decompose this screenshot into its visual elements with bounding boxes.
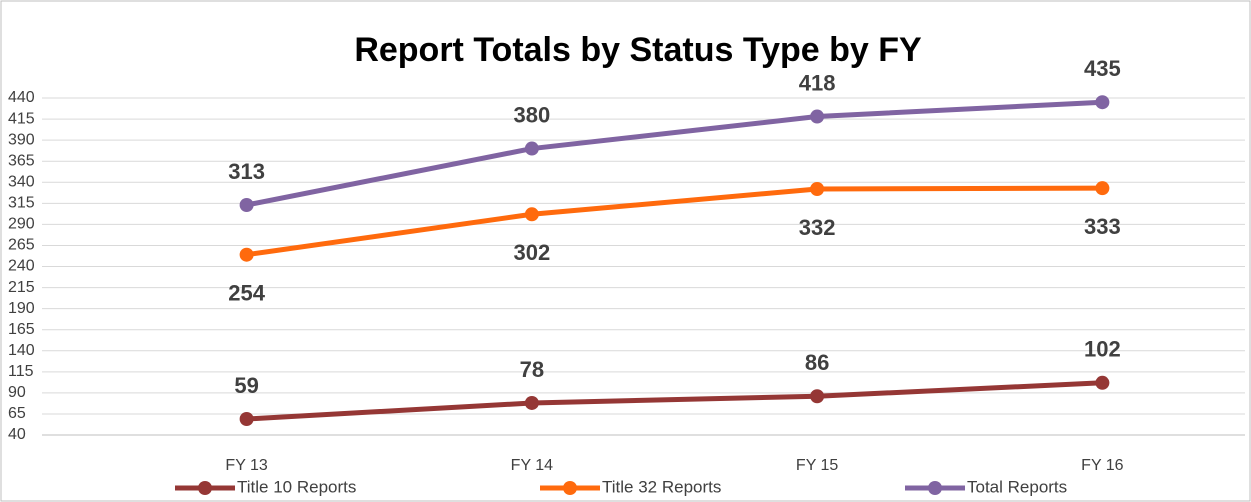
series-line (246, 185, 1103, 258)
legend-label: Title 32 Reports (602, 477, 721, 496)
y-tick-label: 390 (8, 131, 35, 148)
y-tick-label: 240 (8, 258, 35, 275)
legend-label: Title 10 Reports (237, 477, 356, 496)
x-tick-label: FY 13 (225, 457, 268, 474)
y-tick-label: 165 (8, 321, 35, 338)
point (810, 109, 825, 124)
data-label: 302 (514, 240, 551, 265)
point (1095, 375, 1110, 390)
legend-label: Total Reports (967, 477, 1067, 496)
point (239, 411, 254, 426)
y-tick-label: 40 (8, 426, 26, 443)
point (524, 141, 539, 156)
x-tick-label: FY 14 (511, 457, 554, 474)
legend-marker (563, 481, 577, 495)
data-label: 418 (799, 70, 836, 95)
data-label: 102 (1084, 337, 1121, 362)
data-label: 78 (520, 357, 544, 382)
y-tick-label: 215 (8, 279, 35, 296)
point (239, 247, 254, 262)
y-tick-label: 415 (8, 110, 35, 127)
point (810, 389, 825, 404)
data-label: 333 (1084, 214, 1121, 239)
legend-marker (198, 481, 212, 495)
point (524, 207, 539, 222)
y-tick-label: 265 (8, 237, 35, 254)
y-tick-label: 140 (8, 342, 35, 359)
x-tick-label: FY 16 (1081, 457, 1124, 474)
y-tick-label: 65 (8, 405, 26, 422)
y-tick-label: 315 (8, 195, 35, 212)
y-tick-label: 90 (8, 384, 26, 401)
y-tick-label: 365 (8, 152, 35, 169)
series-line (246, 380, 1103, 422)
data-label: 254 (228, 281, 265, 306)
y-tick-label: 340 (8, 173, 35, 190)
data-label: 332 (799, 215, 836, 240)
data-label: 380 (514, 102, 551, 127)
y-tick-label: 290 (8, 216, 35, 233)
y-tick-label: 190 (8, 300, 35, 317)
point (524, 395, 539, 410)
data-label: 59 (234, 373, 258, 398)
y-tick-label: 115 (8, 363, 34, 380)
point (239, 197, 254, 212)
data-label: 86 (805, 350, 829, 375)
y-tick-label: 440 (8, 89, 35, 106)
data-label: 435 (1084, 56, 1121, 81)
x-tick-label: FY 15 (796, 457, 839, 474)
data-label: 313 (228, 159, 265, 184)
point (810, 181, 825, 196)
point (1095, 95, 1110, 110)
series-line (246, 99, 1103, 208)
chart-title: Report Totals by Status Type by FY (354, 31, 922, 69)
point (1095, 181, 1110, 196)
legend-marker (928, 481, 942, 495)
